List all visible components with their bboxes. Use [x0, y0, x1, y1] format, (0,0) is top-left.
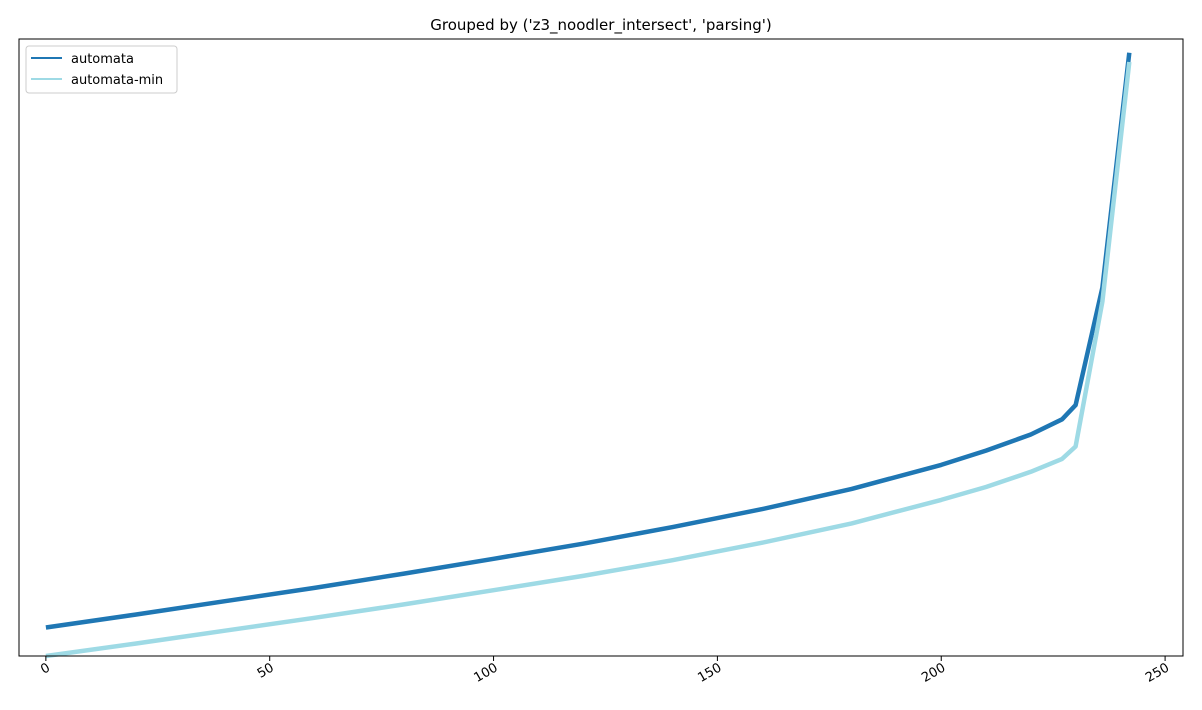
legend-label: automata — [71, 52, 134, 67]
plot-frame — [18, 38, 1184, 657]
series-line-0 — [45, 52, 1132, 630]
series-line-1 — [45, 61, 1132, 659]
x-tick-label: 50 — [255, 660, 277, 681]
x-tick-label: 0 — [38, 660, 53, 677]
x-tick-label: 250 — [1143, 660, 1172, 685]
legend: automata automata-min — [25, 45, 178, 94]
x-axis: 0 50 100 150 200 250 — [38, 656, 1172, 686]
x-tick-label: 200 — [919, 660, 948, 685]
plot-lines — [45, 52, 1132, 659]
x-tick-label: 100 — [472, 660, 501, 685]
x-tick-label: 150 — [695, 660, 724, 685]
legend-label: automata-min — [71, 73, 163, 88]
chart-title: Grouped by ('z3_noodler_intersect', 'par… — [430, 16, 771, 35]
legend-box — [25, 45, 178, 94]
